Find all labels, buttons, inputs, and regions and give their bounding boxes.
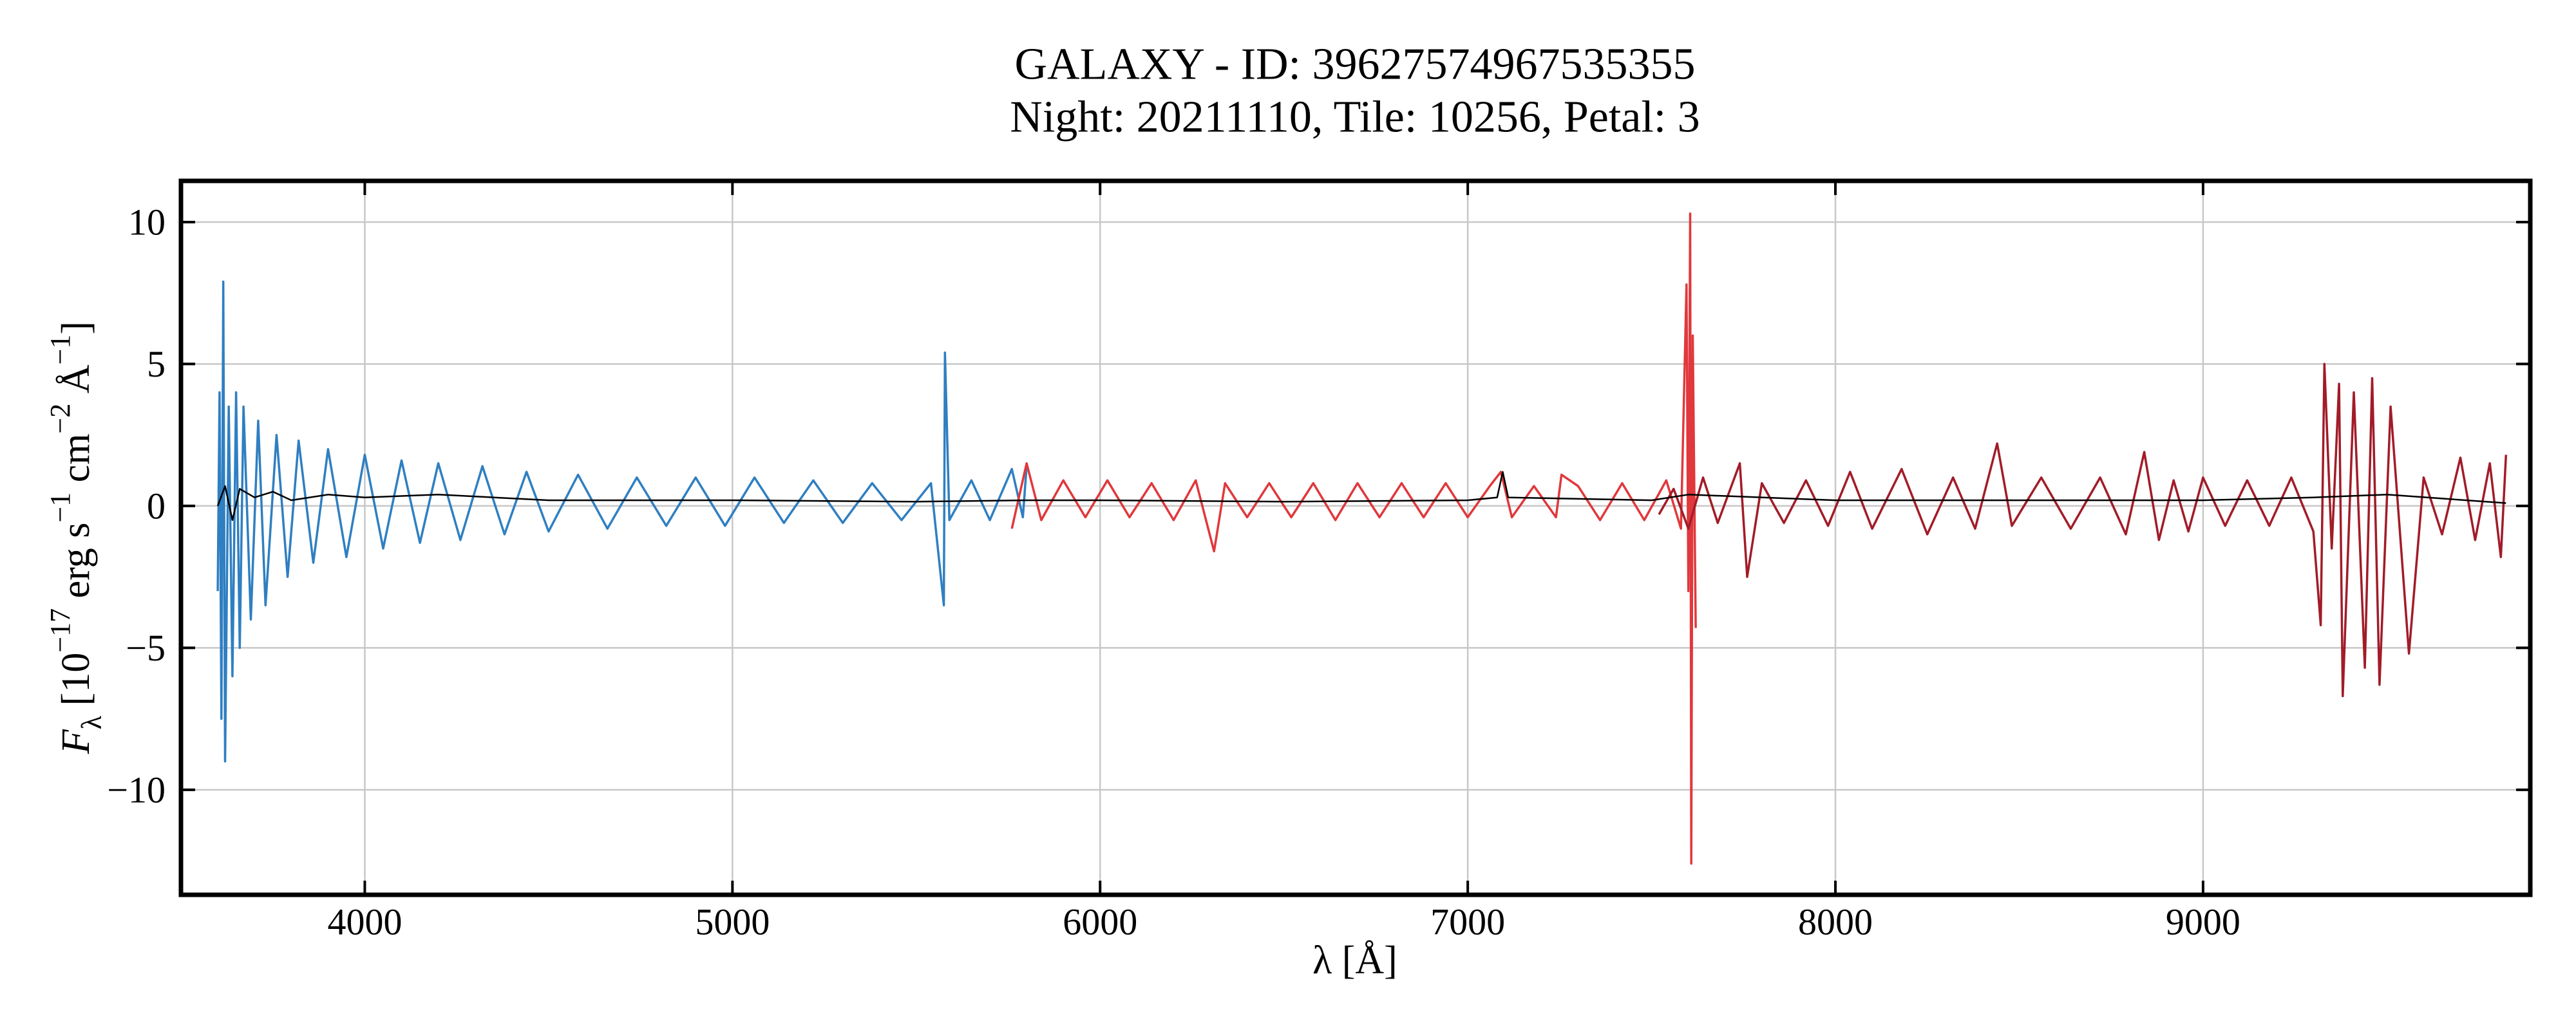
y-axis-label-part: λ [76,715,108,729]
plot-frame [178,178,2533,897]
y-tick-label: 0 [147,485,166,527]
spectrum-line [1010,212,1697,865]
y-axis-label-part: −1 [44,492,76,523]
y-axis-label-part: −1 [44,335,76,365]
x-tick-label: 6000 [1063,901,1137,943]
y-axis-label-part: ] [54,321,98,335]
x-tick-label: 4000 [327,901,402,943]
chart-title: GALAXY - ID: 39627574967535355 [1014,40,1695,89]
plot-area: 4000 5000 6000 7000 8000 9000 10 5 0 −5 −10 [107,178,2533,943]
y-axis-label-part: −17 [44,608,76,653]
y-tick-label: 5 [147,343,166,385]
y-tick-label: −10 [107,769,166,810]
y-axis-label-part: Å [54,364,98,404]
x-axis-label: λ [Å] [1312,939,1397,982]
y-axis-label-part: [10 [54,653,98,716]
y-axis-label-part: erg s [54,523,98,608]
x-tick-label: 7000 [1430,901,1505,943]
x-tick-label: 9000 [2166,901,2240,943]
y-axis-label-part: cm [54,434,98,492]
x-tick-label: 8000 [1798,901,1873,943]
y-axis-label-part: −2 [44,404,76,434]
y-tick-label: −5 [126,627,166,669]
y-axis-label-part: F [54,729,98,754]
chart-subtitle: Night: 20211110, Tile: 10256, Petal: 3 [1010,93,1700,142]
y-axis-label: Fλ [10−17 erg s−1 cm−2 Å−1] [44,321,108,754]
y-tick-label: 10 [128,201,166,243]
spectrum-line [216,280,1028,763]
spectrum-line [1658,362,2508,698]
x-tick-label: 5000 [695,901,770,943]
spectrum-line [216,471,2506,521]
